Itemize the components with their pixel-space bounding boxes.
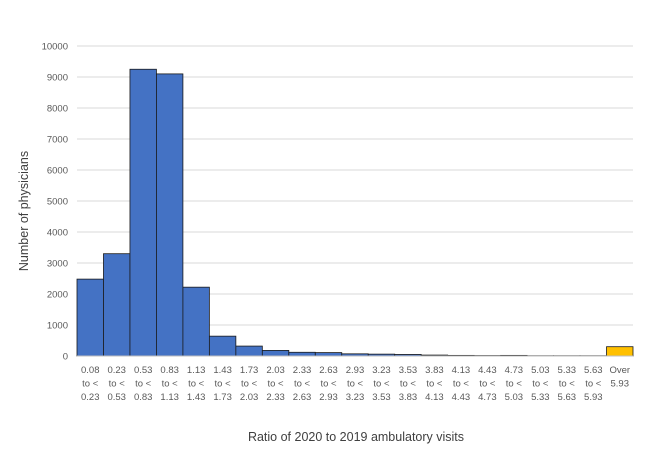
bar (208, 335, 237, 357)
y-tick-label: 0 (63, 352, 68, 363)
y-tick-label: 1000 (47, 321, 68, 332)
x-tick-label: 2.63 to <2.93 (319, 365, 338, 403)
bar (76, 278, 104, 357)
y-tick-label: 9000 (47, 73, 68, 84)
y-tick-label: 6000 (47, 166, 68, 177)
x-tick-label: 3.53 to <3.83 (399, 365, 418, 403)
x-tick-label: 5.03 to <5.33 (531, 365, 550, 403)
y-axis-title: Number of physicians (17, 151, 31, 271)
x-tick-label: 2.93 to <3.23 (346, 365, 365, 403)
x-tick-label: 0.08 to <0.23 (81, 365, 100, 403)
x-tick-label: 4.43 to <4.73 (478, 365, 497, 403)
bar (314, 352, 343, 357)
bars (76, 68, 634, 357)
x-tick-label: 1.43 to <1.73 (213, 365, 232, 403)
bar (182, 286, 210, 357)
bar (288, 351, 316, 357)
bar (606, 346, 634, 357)
y-axis-ticks: 0 1000 2000 3000 4000 5000 6000 7000 8000 9000 100… (42, 42, 68, 363)
y-tick-label: 2000 (47, 290, 68, 301)
y-tick-label: 10000 (42, 42, 68, 53)
x-tick-label: Over 5.93 (609, 365, 630, 390)
bar (129, 68, 157, 357)
x-tick-label: 1.73 to <2.03 (240, 365, 259, 403)
x-tick-label: 4.73 to <5.03 (505, 365, 524, 403)
x-tick-label: 0.53 to <0.83 (134, 365, 153, 403)
x-axis-ticks: 0.08 to <0.23 0.23 to <0.53 0.53 to <0.83 0.83… (81, 365, 630, 403)
x-tick-label: 3.83 to <4.13 (425, 365, 444, 403)
x-tick-label: 0.23 to <0.53 (107, 365, 126, 403)
x-tick-label: 5.63 to <5.93 (584, 365, 603, 403)
x-tick-label: 0.83 to <1.13 (160, 365, 179, 403)
x-tick-label: 3.23 to <3.53 (372, 365, 391, 403)
x-tick-label: 4.13 to <4.43 (452, 365, 471, 403)
bar (103, 253, 131, 357)
x-tick-label: 2.03 to <2.33 (266, 365, 285, 403)
x-tick-label: 1.13 to <1.43 (187, 365, 206, 403)
bar (156, 73, 184, 357)
y-tick-label: 4000 (47, 228, 68, 239)
y-tick-label: 3000 (47, 259, 68, 270)
y-tick-label: 5000 (47, 197, 68, 208)
y-tick-label: 8000 (47, 104, 68, 115)
x-tick-label: 2.33 to <2.63 (293, 365, 312, 403)
y-tick-label: 7000 (47, 135, 68, 146)
bar (235, 345, 263, 357)
x-tick-label: 5.33 to <5.63 (558, 365, 577, 403)
x-axis-title: Ratio of 2020 to 2019 ambulatory visits (248, 430, 464, 444)
bar (261, 350, 290, 357)
